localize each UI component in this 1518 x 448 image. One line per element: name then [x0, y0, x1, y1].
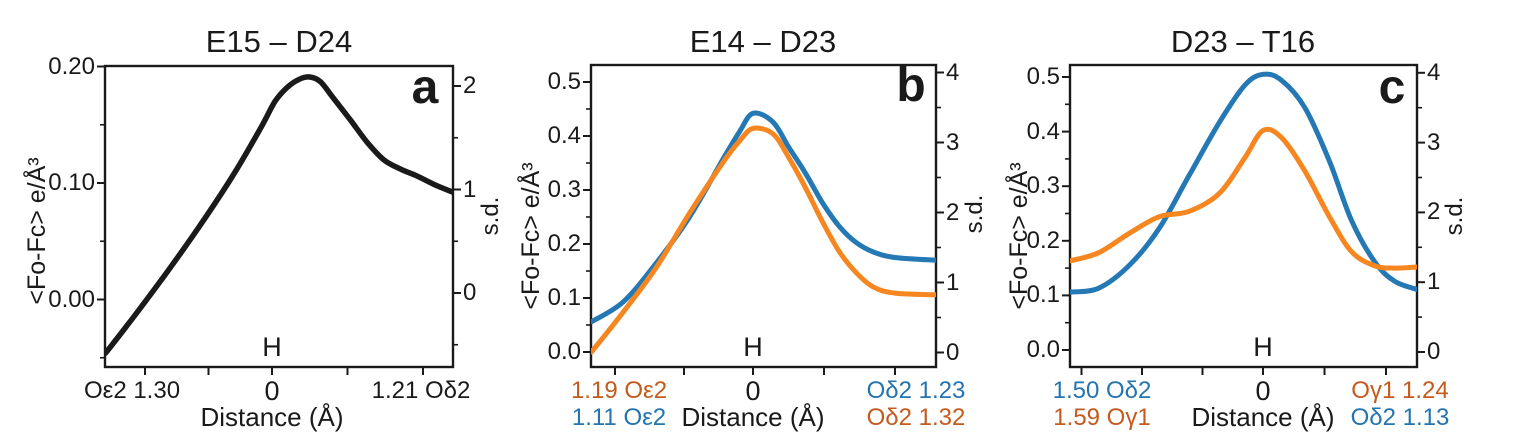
ytick-label-right: 0 — [1427, 338, 1441, 365]
corner-label-left: 1.11 Oε2 — [571, 404, 667, 431]
ytick-label-left: 0.1 — [1026, 281, 1060, 309]
ytick-label-right: 2 — [946, 198, 960, 226]
panel-c-h-marker: H — [1253, 332, 1273, 362]
corner-label-right: 1.21 Oδ2 — [371, 377, 471, 404]
corner-label-right: Oδ2 1.23 — [866, 377, 966, 404]
panel-b-plot — [583, 63, 944, 375]
corner-label-right: Oδ2 1.32 — [866, 404, 966, 431]
ytick-label-right: 3 — [1427, 128, 1441, 156]
axis-frame — [1068, 63, 1419, 369]
axis-frame — [589, 63, 938, 369]
ytick-label-left: 0.1 — [547, 284, 581, 311]
ytick-label-right: 3 — [946, 128, 960, 156]
ytick-label-left: 0.4 — [547, 122, 581, 149]
ytick-label-right: 1 — [946, 268, 960, 296]
panel-a-ylabel-right: s.d. — [477, 196, 504, 236]
ytick-label-right: 2 — [463, 72, 477, 99]
panel-a-title: E15 – D24 — [205, 24, 353, 59]
panel-a-xtick-zero: 0 — [264, 376, 280, 406]
ytick-label-left: 0.3 — [1026, 172, 1060, 200]
ytick-label-right: 1 — [463, 175, 477, 203]
panel-c-plot — [1062, 63, 1425, 375]
ytick-label-left: 0.0 — [1026, 336, 1060, 363]
ytick-label-right: 4 — [946, 58, 960, 86]
panel-b-xtick-zero: 0 — [745, 376, 761, 406]
ytick-label-right: 0 — [463, 279, 477, 306]
panel-a-xlabel: Distance (Å) — [200, 402, 344, 432]
ytick-label-left: 0.5 — [547, 68, 581, 95]
curve-black — [105, 74, 453, 356]
panel-a-plot — [97, 64, 461, 375]
corner-label-left: 1.19 Oε2 — [570, 377, 668, 404]
panel-c-letter: c — [1378, 61, 1406, 114]
ytick-label-left: 0.4 — [1026, 117, 1060, 145]
ytick-label-right: 2 — [1427, 198, 1441, 226]
corner-label-right: Oγ1 1.24 — [1351, 377, 1449, 404]
corner-label-left: Oε2 1.30 — [83, 377, 181, 404]
panel-c-xlabel: Distance (Å) — [1191, 402, 1335, 432]
ytick-label-left: 0.2 — [547, 230, 581, 257]
curve-orange — [1070, 126, 1417, 271]
ytick-label-left: 0.3 — [547, 176, 581, 203]
ytick-label-left: 0.00 — [48, 285, 95, 313]
ytick-label-left: 0.0 — [547, 338, 581, 365]
panel-a-ylabel-left: <Fo-Fc> e/Å³ — [23, 157, 51, 305]
ytick-label-right: 4 — [1427, 58, 1441, 86]
ytick-label-left: 0.20 — [48, 52, 95, 80]
panel-a-letter: a — [411, 61, 439, 114]
panel-b-h-marker: H — [743, 332, 763, 362]
ytick-label-left: 0.5 — [1026, 63, 1060, 90]
corner-label-right: Oδ2 1.13 — [1350, 404, 1450, 431]
ytick-label-right: 0 — [946, 338, 960, 366]
panel-b-title: E14 – D23 — [689, 24, 837, 59]
panel-a-h-marker: H — [262, 332, 282, 362]
corner-label-left: 1.50 Oδ2 — [1052, 377, 1152, 404]
corner-label-left: 1.59 Oγ1 — [1053, 404, 1151, 431]
ytick-label-left: 0.10 — [48, 169, 95, 196]
curve-blue — [1070, 71, 1417, 295]
panel-c-title: D23 – T16 — [1170, 24, 1316, 59]
panel-b-letter: b — [896, 59, 926, 112]
ytick-label-right: 1 — [1427, 268, 1441, 296]
curve-orange — [591, 125, 936, 355]
panel-b-xlabel: Distance (Å) — [681, 402, 825, 432]
panel-c-xtick-zero: 0 — [1255, 376, 1271, 406]
axis-frame — [103, 64, 455, 369]
ytick-label-left: 0.2 — [1026, 226, 1060, 254]
